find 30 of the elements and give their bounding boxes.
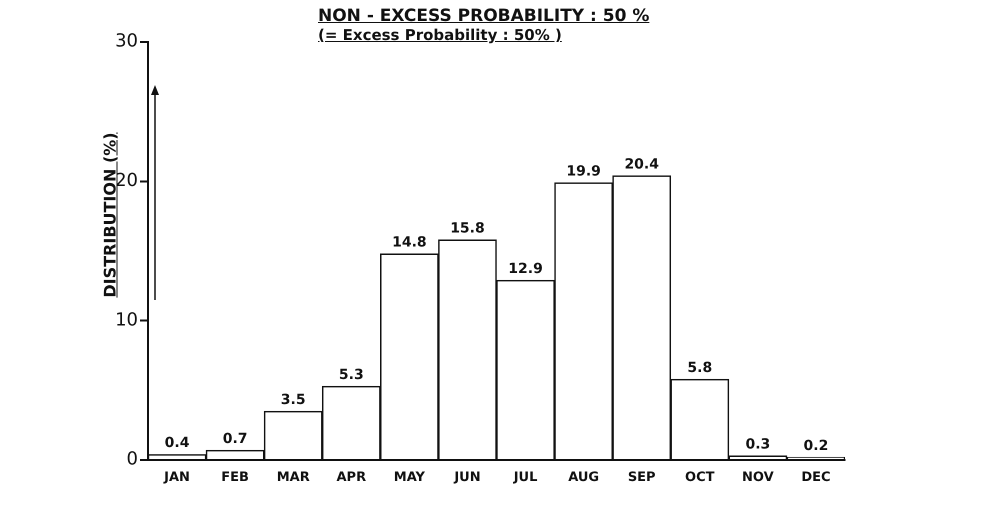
- x-tick-label: MAR: [276, 470, 310, 486]
- x-tick-label: JUL: [512, 470, 538, 486]
- y-tick-label: 0: [126, 448, 138, 470]
- x-tick-label: JUN: [453, 470, 481, 486]
- y-tick-label: 10: [115, 309, 138, 330]
- data-label: 20.4: [624, 156, 660, 172]
- x-tick-label: OCT: [685, 470, 715, 486]
- data-label: 0.7: [222, 430, 248, 447]
- data-label: 0.2: [804, 438, 828, 454]
- data-label: 5.3: [338, 366, 364, 383]
- x-tick-label: AUG: [568, 470, 600, 486]
- data-label: 0.4: [164, 435, 190, 452]
- x-tick-label: MAY: [394, 470, 426, 486]
- data-label: 12.9: [508, 260, 543, 277]
- y-tick-label: 20: [115, 170, 138, 192]
- y-tick-label: 30: [115, 30, 138, 52]
- x-tick-label: JAN: [163, 470, 190, 486]
- x-tick-label: NOV: [742, 470, 774, 486]
- x-tick-label: FEB: [221, 470, 249, 486]
- data-label: 14.8: [392, 234, 427, 250]
- x-tick-label: DEC: [801, 470, 831, 486]
- x-tick-label: SEP: [628, 470, 656, 486]
- x-tick-label: APR: [336, 470, 366, 486]
- data-label: 0.3: [745, 436, 770, 452]
- chart-subtitle: (= Excess Probability : 50% ): [318, 26, 563, 44]
- data-label: 19.9: [566, 163, 601, 180]
- chart-title: NON - EXCESS PROBABILITY : 50 %: [318, 6, 650, 26]
- data-label: 3.5: [280, 392, 306, 408]
- data-label: 5.8: [687, 360, 712, 376]
- data-label: 15.8: [450, 220, 485, 236]
